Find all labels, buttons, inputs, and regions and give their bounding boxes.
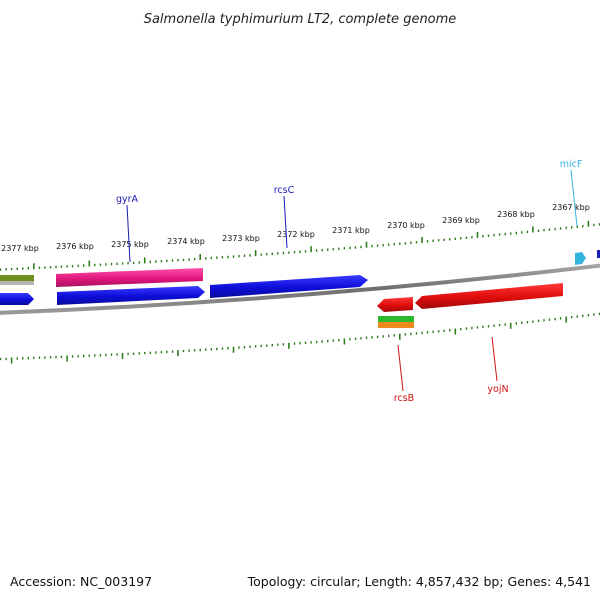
forward-strand-features (0, 250, 600, 305)
tick-label: 2371 kbp (332, 226, 370, 235)
accession-text: Accession: NC_003197 (10, 574, 152, 589)
inner-ruler (0, 312, 600, 364)
outer-ruler (0, 220, 600, 271)
rcsB-cds[interactable] (377, 297, 413, 312)
rcsB-label[interactable]: rcsB (394, 393, 414, 404)
ruler-labels: 2377 kbp 2376 kbp 2375 kbp 2374 kbp 2373… (1, 203, 590, 253)
yojN-cds[interactable] (415, 283, 563, 309)
feature-pink[interactable] (56, 268, 203, 287)
gyrA-label[interactable]: gyrA (116, 194, 139, 205)
feature-edge-blue[interactable] (597, 250, 600, 258)
yojN-label[interactable]: yojN (487, 384, 508, 395)
topology-summary: Topology: circular; Length: 4,857,432 bp… (247, 574, 591, 589)
tick-label: 2372 kbp (277, 230, 315, 239)
rcsB-leader (397, 344, 404, 392)
tick-label: 2377 kbp (1, 244, 39, 253)
feature-olive[interactable] (0, 275, 34, 281)
micF-leader (570, 169, 578, 227)
rcsC-leader (283, 195, 288, 249)
tick-label: 2369 kbp (442, 216, 480, 225)
tick-label: 2375 kbp (111, 240, 149, 249)
reverse-strand-features (377, 283, 563, 328)
map-title: Salmonella typhimurium LT2, complete gen… (144, 12, 457, 27)
tick-label: 2370 kbp (387, 221, 425, 230)
gyrA-cds[interactable] (57, 286, 205, 305)
tick-label: 2373 kbp (222, 234, 260, 243)
rcsC-cds[interactable] (210, 275, 368, 298)
micF-label[interactable]: micF (560, 159, 583, 170)
feature-gray[interactable] (0, 281, 34, 285)
micF-feature[interactable] (575, 252, 586, 265)
yojN-leader (491, 336, 498, 382)
feature-orange[interactable] (378, 322, 414, 328)
tick-label: 2367 kbp (552, 203, 590, 212)
tick-label: 2376 kbp (56, 242, 94, 251)
gyrA-leader (126, 204, 131, 263)
genome-backbone (0, 263, 600, 315)
feature-green[interactable] (378, 316, 414, 322)
gene-labels: gyrA rcsC micF rcsB yojN (116, 159, 582, 404)
feature-blue-left[interactable] (0, 293, 34, 305)
tick-label: 2368 kbp (497, 210, 535, 219)
tick-label: 2374 kbp (167, 237, 205, 246)
rcsC-label[interactable]: rcsC (274, 185, 295, 196)
